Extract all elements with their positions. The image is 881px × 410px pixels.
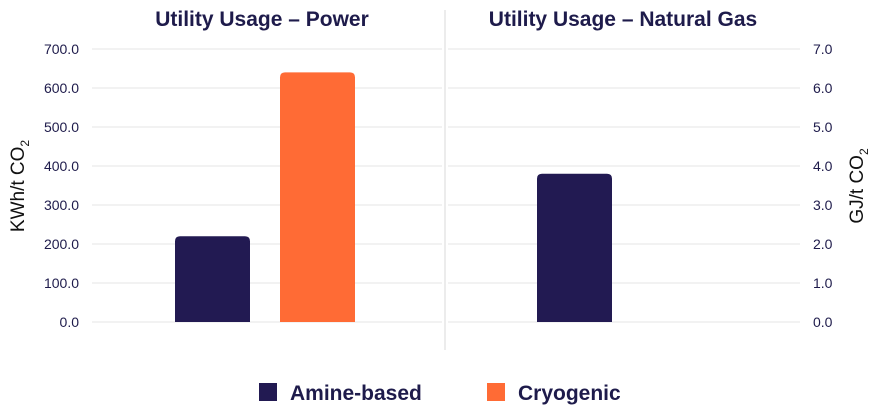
legend: Amine-based Cryogenic [259,382,621,405]
gas-chart-title: Utility Usage – Natural Gas [489,8,757,31]
gas-y-tick-label: 3.0 [813,197,833,213]
gas-y-tick-label: 1.0 [813,275,833,291]
gas-y-ticks: 0.0 1.0 2.0 3.0 4.0 5.0 6.0 7.0 [813,41,833,330]
power-gridlines [92,48,442,323]
gas-y-tick-label: 2.0 [813,236,833,252]
power-y-tick-label: 400.0 [44,158,79,174]
power-y-tick-label: 500.0 [44,119,79,135]
gas-y-axis-label-sub: 2 [857,148,871,155]
power-y-tick-label: 300.0 [44,197,79,213]
power-y-axis-label: KWh/t CO2 [8,140,32,233]
power-y-tick-label: 200.0 [44,236,79,252]
legend-label-cryogenic: Cryogenic [518,382,621,405]
gas-y-axis-label-main: GJ/t CO [847,155,868,224]
gas-y-tick-label: 0.0 [813,314,833,330]
power-y-axis-label-main: KWh/t CO [8,147,29,233]
gas-y-axis-label: GJ/t CO2 [847,148,871,224]
gas-bar-amine-based [537,173,612,322]
legend-swatch-amine [259,383,277,401]
power-y-tick-label: 100.0 [44,275,79,291]
gas-bars [537,173,612,322]
gas-y-tick-label: 7.0 [813,41,833,57]
power-y-tick-label: 700.0 [44,41,79,57]
power-bar-amine-based [175,236,250,322]
legend-label-amine: Amine-based [290,382,422,405]
gas-gridlines [448,48,800,323]
power-y-axis-label-sub: 2 [18,140,32,147]
gas-y-tick-label: 6.0 [813,80,833,96]
power-chart-title: Utility Usage – Power [155,8,369,31]
power-y-ticks: 0.0 100.0 200.0 300.0 400.0 500.0 600.0 700.0 [44,41,79,330]
power-bar-cryogenic [280,72,355,323]
legend-swatch-cryogenic [487,383,505,401]
gas-y-tick-label: 5.0 [813,119,833,135]
power-bars [175,72,355,323]
power-y-tick-label: 0.0 [60,314,80,330]
power-y-tick-label: 600.0 [44,80,79,96]
gas-y-tick-label: 4.0 [813,158,833,174]
